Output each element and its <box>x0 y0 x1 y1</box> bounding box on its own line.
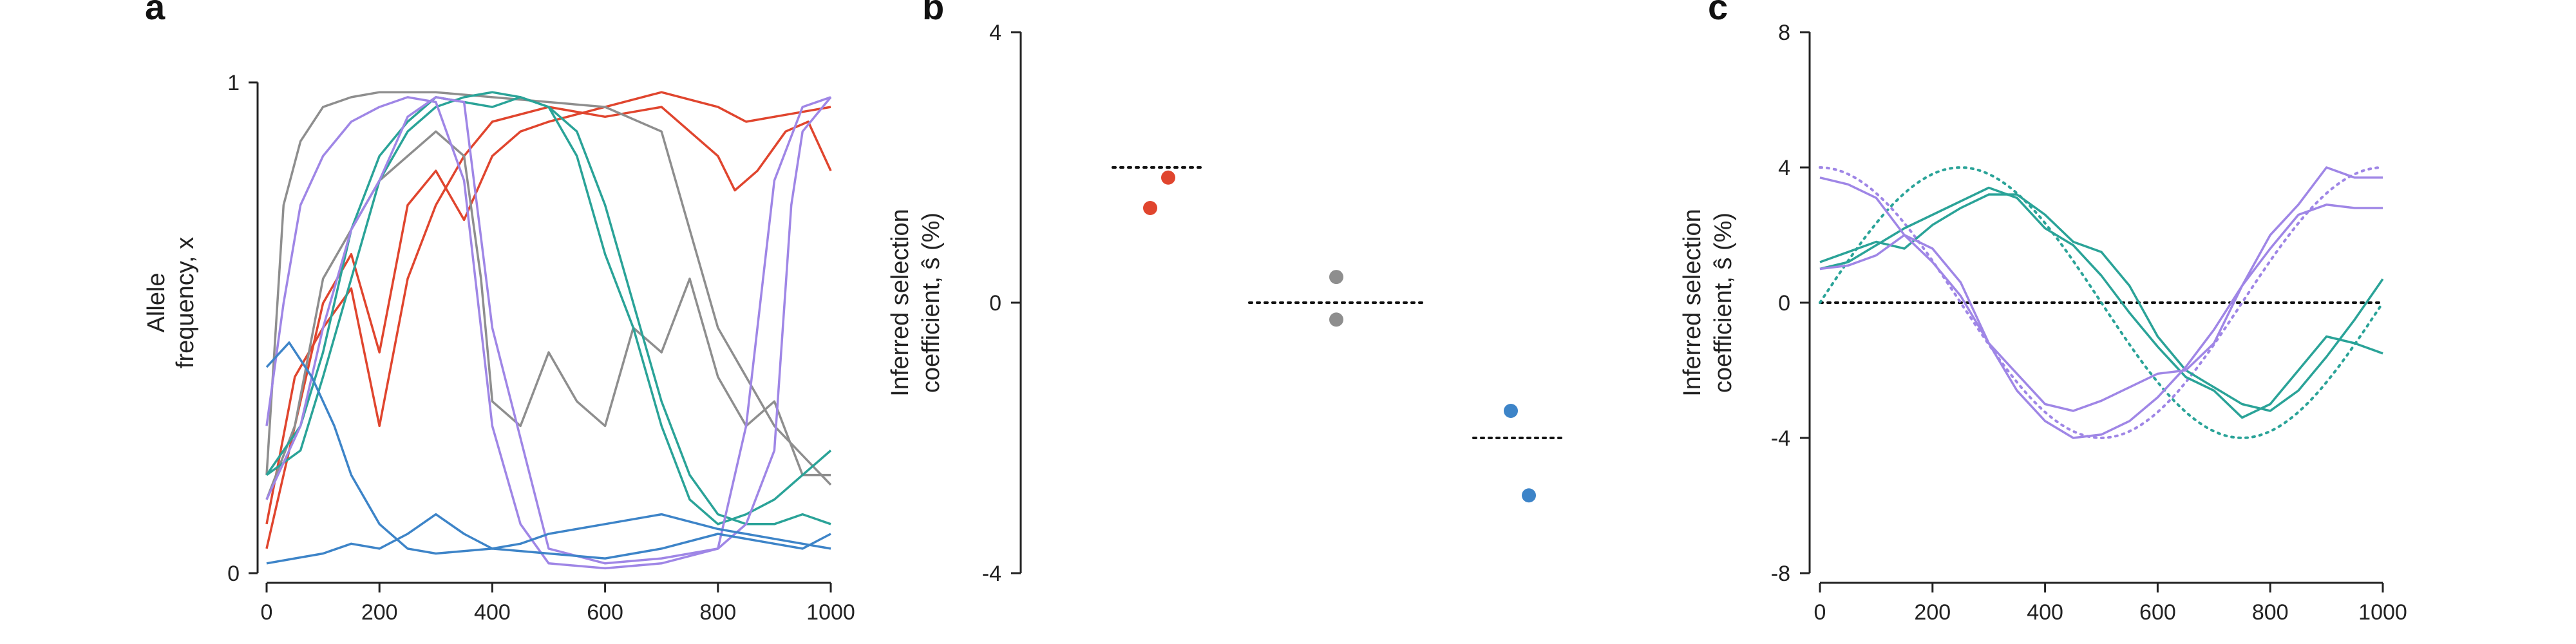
panel-b-point-2 <box>1329 270 1343 285</box>
panel-c-ytick-label: 4 <box>1778 156 1790 180</box>
panel-c-ylabel-line2: coefficient, ŝ (%) <box>1710 213 1737 393</box>
panel-c-line-3 <box>1819 204 2383 412</box>
panel-c-true-curves <box>1819 166 2384 440</box>
panel-b-ticks: 4 0 -4 <box>982 21 1021 586</box>
panel-a-line-4 <box>265 96 832 526</box>
panel-b-point-5 <box>1522 488 1536 503</box>
panel-c-true-curve-0 <box>1819 166 2384 440</box>
panel-a-ytick-label: 1 <box>227 71 240 95</box>
panel-a-xtick-label: 400 <box>474 600 511 625</box>
panel-b: b Inferred selection coefficient, ŝ (%) … <box>887 0 1567 586</box>
panel-a-line-6 <box>265 96 831 570</box>
panel-c-line-2 <box>1819 166 2383 439</box>
panel-a-ylabel-line1: Allele <box>143 273 170 333</box>
panel-a-series <box>265 91 832 570</box>
panel-b-true-values <box>1112 166 1567 439</box>
panel-c-xtick-label: 800 <box>2252 600 2289 625</box>
panel-c: c Inferred selection coefficient, ŝ (%) … <box>1679 0 2407 625</box>
panel-b-ylabel-line2: coefficient, ŝ (%) <box>918 213 945 393</box>
panel-b-point-4 <box>1504 404 1518 418</box>
panel-b-point-1 <box>1161 170 1175 185</box>
panel-a-line-1 <box>265 106 832 525</box>
panel-c-xtick-label: 600 <box>2139 600 2176 625</box>
panel-c-xtick-label: 1000 <box>2358 600 2407 625</box>
panel-b-points <box>1143 170 1536 503</box>
panel-a-line-5 <box>265 91 831 526</box>
panel-a-xtick-label: 800 <box>699 600 736 625</box>
panel-a-xtick-label: 600 <box>587 600 623 625</box>
panel-letter-b: b <box>922 0 944 27</box>
panel-b-ytick-label: 4 <box>989 21 1001 45</box>
panel-a-line-9 <box>266 513 831 565</box>
panel-c-ylabel-line1: Inferred selection <box>1679 209 1706 397</box>
panel-c-series <box>1819 166 2384 439</box>
panel-b-ytick-label: -4 <box>982 562 1001 586</box>
panel-c-ticks: 0 200 400 600 800 1000 8 4 0 -4 -8 <box>1771 21 2407 625</box>
panel-b-ylabel-line1: Inferred selection <box>887 209 914 397</box>
panel-c-true-curve-1 <box>1819 166 2384 440</box>
panel-a-line-8 <box>265 341 831 560</box>
panel-c-ytick-label: 0 <box>1778 291 1790 316</box>
panel-a-line-3 <box>265 130 831 500</box>
panel-b-ytick-label: 0 <box>989 291 1001 316</box>
panel-c-xtick-label: 200 <box>1914 600 1951 625</box>
panel-c-ytick-label: -4 <box>1771 426 1790 451</box>
panel-a-line-0 <box>265 91 831 549</box>
panel-c-xtick-label: 0 <box>1814 600 1826 625</box>
panel-a-xtick-label: 200 <box>361 600 398 625</box>
panel-a-xtick-label: 0 <box>261 600 273 625</box>
panel-a: a Allele frequency, x 0 200 400 600 800 10000… <box>143 0 855 625</box>
panel-a-line-7 <box>265 96 832 565</box>
panel-letter-c: c <box>1708 0 1728 27</box>
panel-a-line-2 <box>265 91 832 486</box>
panel-letter-a: a <box>145 0 166 27</box>
panel-a-ylabel-line2: frequency, x <box>172 237 199 368</box>
panel-a-xtick-label: 1000 <box>806 600 855 625</box>
panel-c-line-0 <box>1819 186 2383 419</box>
panel-a-ytick-label: 0 <box>227 562 240 586</box>
panel-c-ytick-label: -8 <box>1771 562 1790 586</box>
panel-b-point-3 <box>1329 312 1343 327</box>
panel-b-point-0 <box>1143 201 1157 215</box>
panel-c-ytick-label: 8 <box>1778 21 1790 45</box>
panel-a-ticks: 0 200 400 600 800 1000 0 1 <box>227 71 855 625</box>
panel-c-xtick-label: 400 <box>2027 600 2063 625</box>
